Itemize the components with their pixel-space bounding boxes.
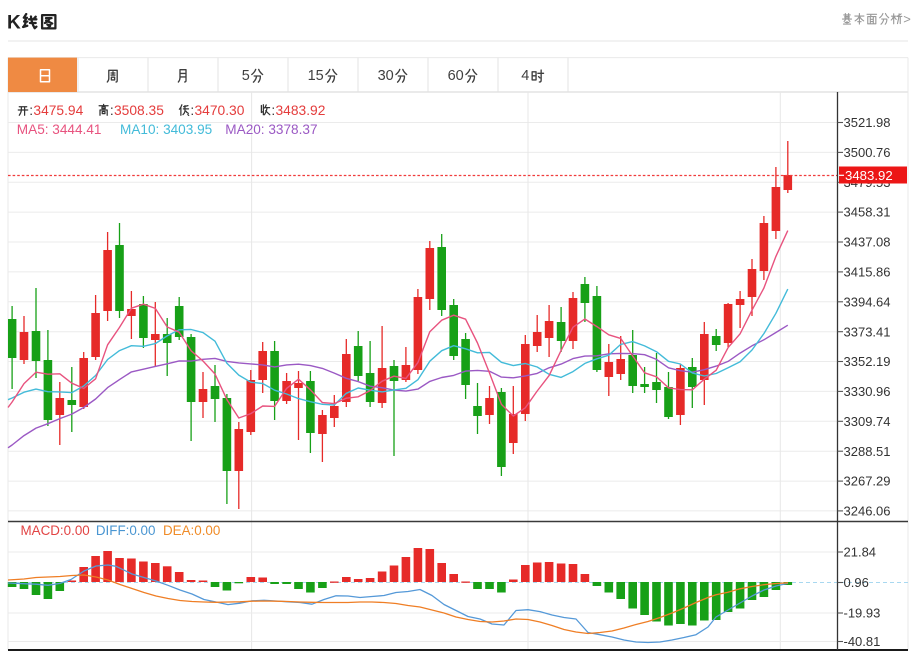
svg-text:MA20: 3378.37: MA20: 3378.37 (225, 122, 317, 137)
svg-text:3458.31: 3458.31 (844, 205, 891, 220)
svg-text:3437.08: 3437.08 (844, 235, 891, 250)
svg-text:3373.41: 3373.41 (844, 324, 891, 339)
svg-text:3483.92: 3483.92 (845, 168, 893, 183)
svg-text:3330.96: 3330.96 (844, 384, 891, 399)
svg-text:MA10: 3403.95: MA10: 3403.95 (120, 122, 212, 137)
svg-text:3500.76: 3500.76 (844, 145, 891, 160)
svg-text:3415.86: 3415.86 (844, 265, 891, 280)
svg-text::: : (190, 103, 194, 118)
svg-text:K: K (7, 13, 21, 34)
svg-text:>: > (903, 12, 911, 27)
svg-text::: : (110, 103, 114, 118)
svg-text:0.96: 0.96 (844, 575, 869, 590)
svg-text:3475.94: 3475.94 (33, 103, 83, 118)
svg-text:DEA:0.00: DEA:0.00 (163, 523, 220, 538)
svg-text:3267.29: 3267.29 (844, 474, 891, 489)
svg-text:-40.81: -40.81 (844, 634, 881, 649)
svg-text:15: 15 (308, 68, 324, 84)
svg-text:3309.74: 3309.74 (844, 414, 891, 429)
svg-text:DIFF:0.00: DIFF:0.00 (96, 523, 156, 538)
svg-text:30: 30 (378, 68, 394, 84)
svg-text:21.84: 21.84 (844, 545, 877, 560)
svg-text:3246.06: 3246.06 (844, 504, 891, 519)
svg-text:MA5: 3444.41: MA5: 3444.41 (17, 122, 102, 137)
svg-text:MACD:0.00: MACD:0.00 (21, 523, 90, 538)
svg-text:4: 4 (521, 68, 529, 84)
svg-text:3483.92: 3483.92 (276, 103, 326, 118)
svg-text:3470.30: 3470.30 (195, 103, 245, 118)
svg-text:5: 5 (242, 68, 250, 84)
svg-text:3288.51: 3288.51 (844, 444, 891, 459)
svg-text::: : (29, 103, 33, 118)
svg-text:-19.93: -19.93 (844, 606, 881, 621)
svg-text:3394.64: 3394.64 (844, 294, 891, 309)
svg-text:3508.35: 3508.35 (114, 103, 164, 118)
svg-text::: : (271, 103, 275, 118)
svg-text:60: 60 (448, 68, 464, 84)
svg-text:3352.19: 3352.19 (844, 354, 891, 369)
svg-text:3521.98: 3521.98 (844, 115, 891, 130)
